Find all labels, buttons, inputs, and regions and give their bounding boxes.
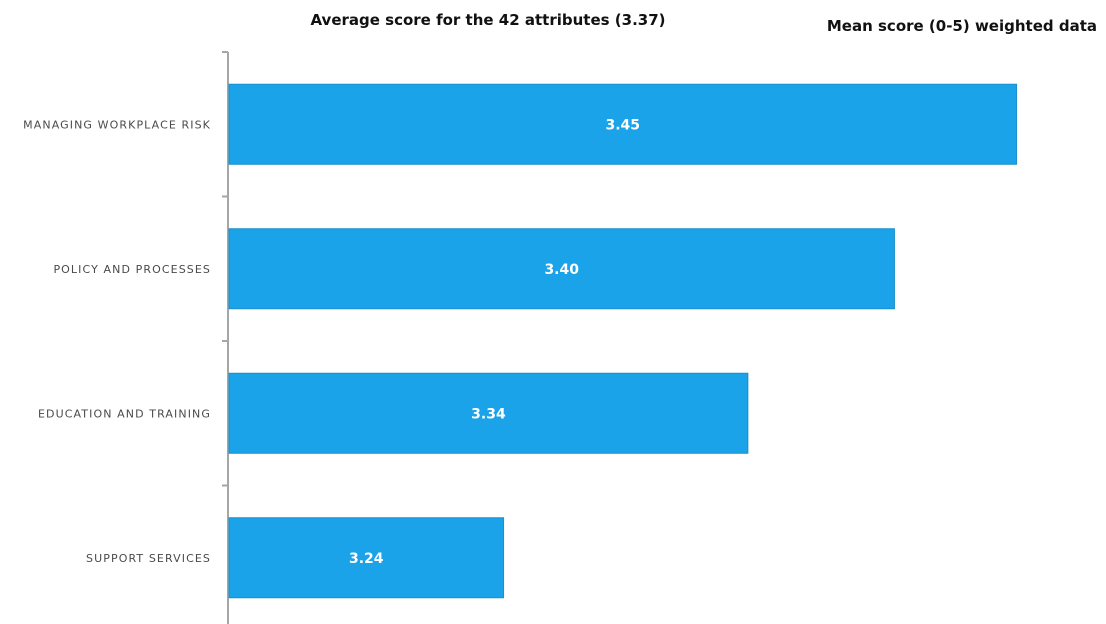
category-label-support-services: SUPPORT SERVICES [86, 552, 211, 565]
data-label-education-and-training: 3.34 [471, 406, 506, 422]
category-label-policy-and-processes: POLICY AND PROCESSES [53, 263, 211, 276]
category-label-managing-workplace-risk: MANAGING WORKPLACE RISK [23, 118, 211, 131]
category-label-education-and-training: EDUCATION AND TRAINING [38, 407, 211, 420]
bars-group [228, 83, 1018, 599]
bar-managing-workplace-risk [228, 83, 1018, 165]
bar-support-services [228, 517, 505, 599]
data-label-managing-workplace-risk: 3.45 [606, 117, 641, 133]
data-label-policy-and-processes: 3.40 [544, 262, 579, 278]
bar-policy-and-processes [228, 228, 895, 310]
chart-title: Average score for the 42 attributes (3.3… [310, 11, 665, 29]
data-label-support-services: 3.24 [349, 551, 384, 567]
bar-education-and-training [228, 372, 749, 454]
y-axis-ticks [222, 51, 228, 487]
chart-subtitle: Mean score (0-5) weighted data [827, 17, 1097, 35]
data-labels: 3.45 3.40 3.34 3.24 [349, 117, 640, 567]
category-labels: MANAGING WORKPLACE RISK POLICY AND PROCES… [23, 118, 211, 565]
